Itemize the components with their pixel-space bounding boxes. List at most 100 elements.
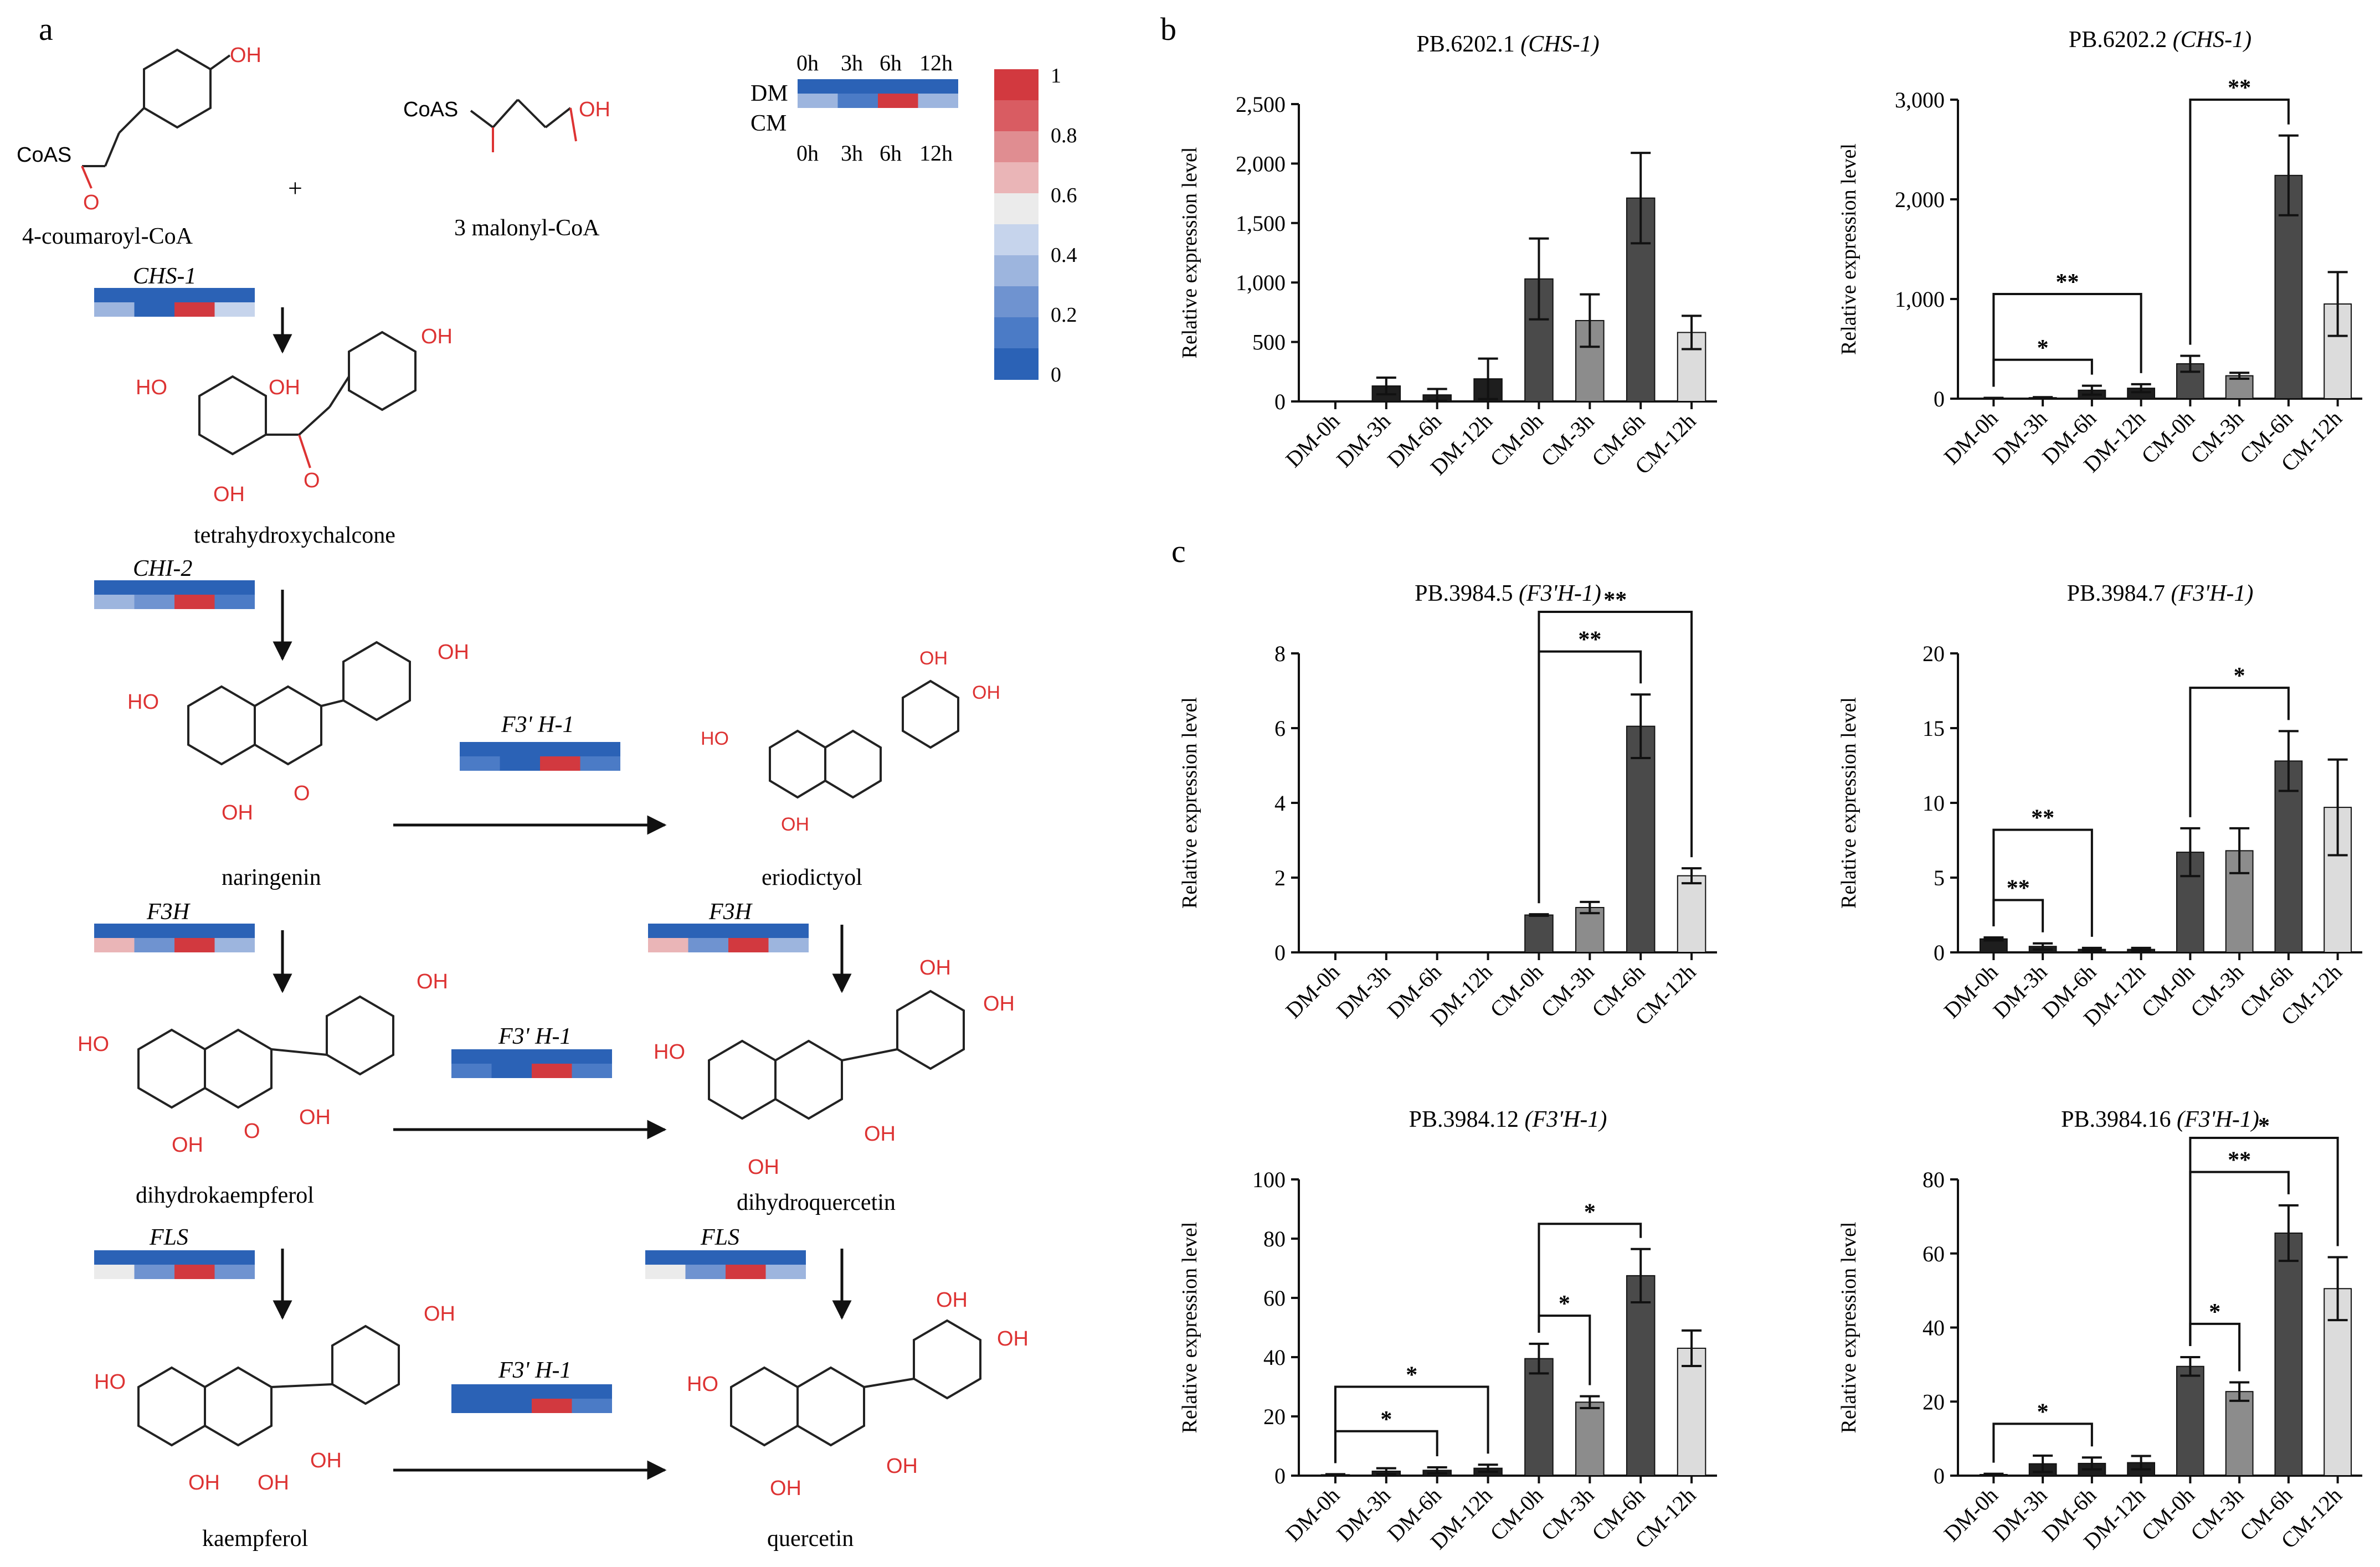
y-tick-label: 6 (1274, 716, 1286, 741)
heatmap-f3ph-1 (460, 742, 620, 771)
o-label: O (83, 191, 100, 214)
que-ho: HO (687, 1373, 718, 1396)
bar-CM-0h (2176, 1365, 2204, 1476)
plus-sign: + (288, 174, 302, 202)
x-tick-label: DM-3h (1332, 960, 1395, 1023)
heatmap-cell-cm-0 (94, 1265, 135, 1279)
x-tick-label: CM-0h (1485, 409, 1548, 472)
heatmap-cell-cm-3 (214, 1265, 255, 1279)
heatmap-cell-cm-3 (214, 938, 255, 952)
color-scale-step (994, 162, 1039, 194)
y-tick-label: 1,500 (1236, 211, 1286, 236)
legend-time-6h-top: 6h (880, 50, 902, 75)
chart-title-id: PB.3984.16 (2061, 1107, 2177, 1132)
y-tick-label: 15 (1922, 716, 1945, 741)
significance-label: * (2258, 1114, 2270, 1139)
chart-title-gene: (F3'H-1) (2171, 581, 2253, 606)
heatmap-cell-dm-2 (174, 1250, 215, 1265)
legend-time-12h-bottom: 12h (919, 141, 953, 166)
heatmap-cell-cm-0 (648, 938, 688, 952)
color-scale-step (994, 131, 1039, 163)
heatmap-cell-dm-2 (174, 924, 215, 938)
y-tick-label: 100 (1252, 1167, 1286, 1192)
heatmap-cell-dm-1 (500, 742, 540, 756)
heatmap-cell-cm-0 (798, 94, 838, 108)
kae-oh-4: OH (258, 1471, 289, 1494)
chart-title-id: PB.6202.2 (2069, 27, 2173, 53)
y-axis-label: Relative expression level (1837, 1222, 1860, 1434)
oh-label: OH (230, 44, 261, 67)
heatmap-cell-cm-2 (174, 1265, 215, 1279)
significance-bracket (1538, 650, 1642, 904)
kae-oh-3: OH (188, 1471, 220, 1494)
molecule-quercetin (730, 1319, 981, 1447)
molecule-dihydrokaempferol (137, 995, 394, 1109)
product-eriodictyol: eriodictyol (762, 865, 862, 890)
dhk-oh-3: OH (172, 1133, 203, 1157)
chart-title-gene: (CHS-1) (2173, 27, 2252, 53)
y-tick-label: 60 (1922, 1241, 1945, 1266)
heatmap-cell-dm-3 (214, 580, 255, 595)
chart-PB.3984.7: PB.3984.7 (F3'H-1) Relative expression le… (1837, 581, 2362, 1031)
heatmap-cell-dm-1 (134, 924, 174, 938)
y-tick-label: 500 (1252, 330, 1286, 355)
color-scale-step (994, 348, 1039, 380)
bar-CM-12h (1677, 1347, 1706, 1476)
chart-PB.3984.5: PB.3984.5 (F3'H-1) Relative expression le… (1178, 581, 1717, 1031)
color-scale: 1 0.8 0.6 0.4 0.2 0 (994, 64, 1077, 386)
heatmap-cell-dm-3 (768, 924, 809, 938)
color-scale-tick: 1 (1051, 64, 1061, 87)
coas-label: CoAS (17, 143, 71, 167)
legend-time-3h-top: 3h (841, 50, 863, 75)
panel-label-b: b (1160, 11, 1176, 47)
dhq-oh-2: OH (983, 992, 1015, 1016)
significance-bracket (2189, 1171, 2290, 1346)
y-tick-label: 0 (1934, 1463, 1945, 1488)
y-tick-label: 8 (1274, 641, 1286, 666)
chart-title-gene: (F3'H-1) (1524, 1107, 1607, 1132)
legend-time-6h-bottom: 6h (880, 141, 902, 166)
dhk-oh-2: OH (299, 1106, 331, 1129)
heatmap-cell-dm-3 (918, 79, 958, 94)
y-axis-label: Relative expression level (1178, 147, 1201, 359)
kae-oh-1: OH (424, 1302, 455, 1326)
bar-CM-6h (1626, 725, 1656, 953)
significance-label: * (1584, 1199, 1596, 1225)
chart-PB.6202.1: PB.6202.1 (CHS-1) Relative expression lev… (1178, 32, 1717, 480)
panel-label-c: c (1171, 533, 1186, 569)
color-scale-step (994, 100, 1039, 132)
heatmap-cell-cm-1 (685, 1265, 726, 1279)
heatmap-cell-cm-3 (768, 938, 809, 952)
bar-charts: PB.6202.1 (CHS-1) Relative expression lev… (1178, 27, 2362, 1554)
y-tick-label: 40 (1922, 1316, 1945, 1341)
heatmap-f3ph-3 (451, 1384, 612, 1413)
dhk-oh-1: OH (417, 970, 448, 993)
color-scale-step (994, 193, 1039, 225)
heatmap-cell-cm-0 (451, 1064, 492, 1078)
significance-label: ** (2228, 75, 2251, 101)
chart-title: PB.3984.12 (F3'H-1) (1409, 1107, 1607, 1132)
heatmap-cell-dm-0 (645, 1250, 686, 1265)
color-scale-tick: 0.4 (1051, 244, 1077, 267)
y-tick-label: 0 (1934, 940, 1945, 965)
molecule-dihydroquercetin (708, 989, 965, 1120)
y-tick-label: 80 (1922, 1167, 1945, 1192)
heatmap-cell-cm-3 (918, 94, 958, 108)
kae-ho: HO (94, 1370, 126, 1394)
product-kaempferol: kaempferol (202, 1526, 308, 1551)
dhk-ho: HO (78, 1033, 109, 1056)
chalcone-ho-1: HO (136, 376, 167, 399)
y-tick-label: 0 (1274, 389, 1286, 414)
y-tick-label: 1,000 (1895, 287, 1945, 312)
significance-label: ** (2031, 806, 2054, 831)
molecule-chalcone (198, 331, 417, 468)
heatmap-fls-2 (645, 1250, 806, 1279)
chart-title-gene: (F3'H-1) (1519, 581, 1601, 606)
chart-title-id: PB.6202.1 (1416, 32, 1520, 57)
bar-CM-6h (2274, 760, 2303, 953)
heatmap-cell-dm-0 (94, 924, 135, 938)
heatmap-cell-dm-0 (648, 924, 688, 938)
heatmap-cell-cm-0 (94, 938, 135, 952)
heatmap-cell-cm-3 (214, 595, 255, 609)
chart-PB.3984.12: PB.3984.12 (F3'H-1) Relative expression l… (1178, 1107, 1717, 1554)
